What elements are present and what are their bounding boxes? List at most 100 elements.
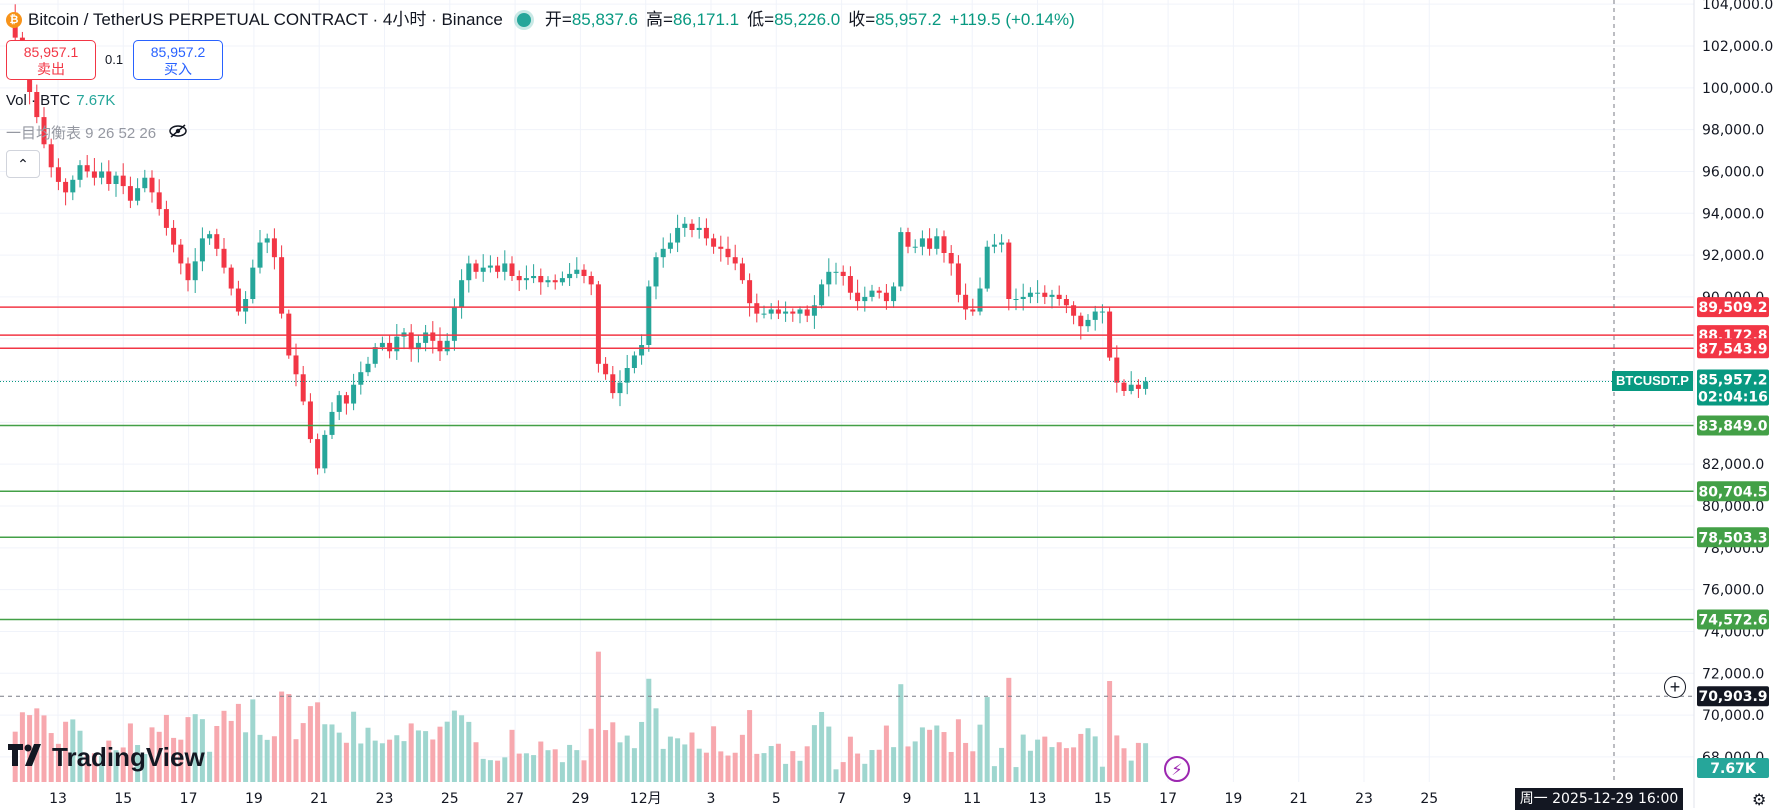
- time-tick-label: 19: [1224, 791, 1242, 807]
- volume-bar: [394, 735, 400, 782]
- candle-body: [840, 271, 846, 276]
- time-tick-label: 21: [310, 791, 328, 807]
- candle-body: [912, 246, 918, 248]
- candle-body: [329, 411, 335, 435]
- candle-body: [516, 276, 522, 281]
- volume-bar: [372, 740, 378, 782]
- volume-bar: [775, 743, 781, 782]
- buy-price: 85,957.2: [150, 44, 206, 60]
- last-price-value: 85,957.2: [1698, 372, 1767, 388]
- volume-bar: [351, 711, 357, 782]
- candle-body: [163, 209, 169, 228]
- candle-body: [869, 290, 875, 297]
- volume-bar: [783, 763, 789, 782]
- price-level-tag: 74,572.6: [1698, 612, 1767, 628]
- price-level-tags: 89,509.288,172.887,543.983,849.080,704.5…: [1697, 297, 1769, 778]
- candle-body: [538, 276, 544, 283]
- volume-bar: [329, 724, 335, 782]
- gear-icon[interactable]: ⚙: [1752, 792, 1767, 809]
- volume-bar: [127, 723, 133, 782]
- lightning-icon[interactable]: ⚡: [1164, 756, 1190, 782]
- volume-bar: [1042, 736, 1048, 782]
- candle-body: [466, 263, 472, 281]
- candle-body: [156, 192, 162, 210]
- candle-body: [919, 238, 925, 247]
- volume-bar: [70, 719, 76, 782]
- candle-body: [214, 234, 220, 249]
- buy-button[interactable]: 85,957.2 买入: [133, 40, 223, 80]
- price-tick-label: 104,000.0: [1702, 0, 1773, 13]
- candle-body: [883, 292, 889, 302]
- candle-body: [480, 267, 486, 272]
- volume-bar: [48, 733, 54, 782]
- volume-bar: [171, 737, 177, 782]
- volume-bar: [977, 724, 983, 782]
- volume-bar: [1049, 747, 1055, 782]
- symbol-title[interactable]: Bitcoin / TetherUS PERPETUAL CONTRACT · …: [28, 10, 503, 29]
- volume-bar: [55, 743, 61, 782]
- low-value: 85,226.0: [774, 10, 841, 29]
- tradingview-logo[interactable]: TradingView: [8, 742, 205, 773]
- candle-body: [1006, 242, 1012, 299]
- volume-bar: [948, 751, 954, 782]
- volume-bar: [279, 691, 285, 782]
- candle-body: [70, 179, 76, 193]
- add-alert-plus-icon[interactable]: +: [1664, 676, 1686, 698]
- volume-bar: [876, 749, 882, 782]
- candle-body: [1035, 292, 1041, 294]
- volume-bar: [538, 741, 544, 782]
- volume-last-tag: 7.67K: [1710, 761, 1757, 777]
- candle-body: [142, 177, 148, 189]
- candle-body: [1078, 315, 1084, 327]
- candle-body: [365, 363, 371, 373]
- candle-body: [127, 186, 133, 201]
- candle-body: [955, 263, 961, 295]
- volume-bar: [495, 760, 501, 782]
- volume-legend[interactable]: Vol · BTC 7.67K: [6, 92, 115, 109]
- candle-body: [1099, 311, 1105, 313]
- candle-body: [804, 309, 810, 316]
- candle-body: [703, 227, 709, 239]
- candle-body: [120, 175, 126, 187]
- chart-grid: [0, 0, 1694, 782]
- volume-bar: [473, 742, 479, 782]
- candle-body: [1056, 294, 1062, 299]
- candle-body: [1128, 384, 1134, 391]
- volume-bar: [883, 725, 889, 782]
- volume-bar: [156, 731, 162, 782]
- candle-body: [775, 309, 781, 314]
- candle-body: [970, 309, 976, 312]
- volume-bar: [891, 747, 897, 782]
- candle-body: [63, 181, 69, 193]
- symbol-price-tag: BTCUSDT.P: [1612, 371, 1693, 392]
- candle-body: [768, 309, 774, 314]
- eye-hidden-icon[interactable]: [168, 123, 188, 142]
- candle-body: [934, 236, 940, 249]
- volume-bar: [207, 751, 213, 782]
- price-level-tag-bg: [1697, 609, 1769, 630]
- volume-bar: [1085, 728, 1091, 782]
- volume-bar: [1114, 735, 1120, 782]
- volume-bar: [790, 751, 796, 782]
- candle-body: [430, 332, 436, 341]
- volume-bar: [819, 711, 825, 782]
- price-tick-label: 96,000.0: [1702, 164, 1764, 180]
- time-tick-label: 15: [1094, 791, 1112, 807]
- candle-body: [984, 246, 990, 289]
- sell-button[interactable]: 85,957.1 卖出: [6, 40, 96, 80]
- collapse-legend-button[interactable]: ⌃: [6, 150, 40, 178]
- candle-body: [948, 253, 954, 264]
- ichimoku-legend[interactable]: 一目均衡表 9 26 52 26: [6, 122, 188, 143]
- volume-bar: [739, 734, 745, 782]
- candle-body: [372, 347, 378, 364]
- volume-bar: [523, 753, 529, 782]
- volume-bar: [480, 758, 486, 782]
- volume-bar: [595, 651, 601, 782]
- candle-body: [574, 269, 580, 274]
- candle-body: [207, 234, 213, 239]
- volume-bar: [581, 760, 587, 782]
- volume-bar: [552, 749, 558, 782]
- time-tick-label: 13: [49, 791, 67, 807]
- candle-body: [941, 236, 947, 253]
